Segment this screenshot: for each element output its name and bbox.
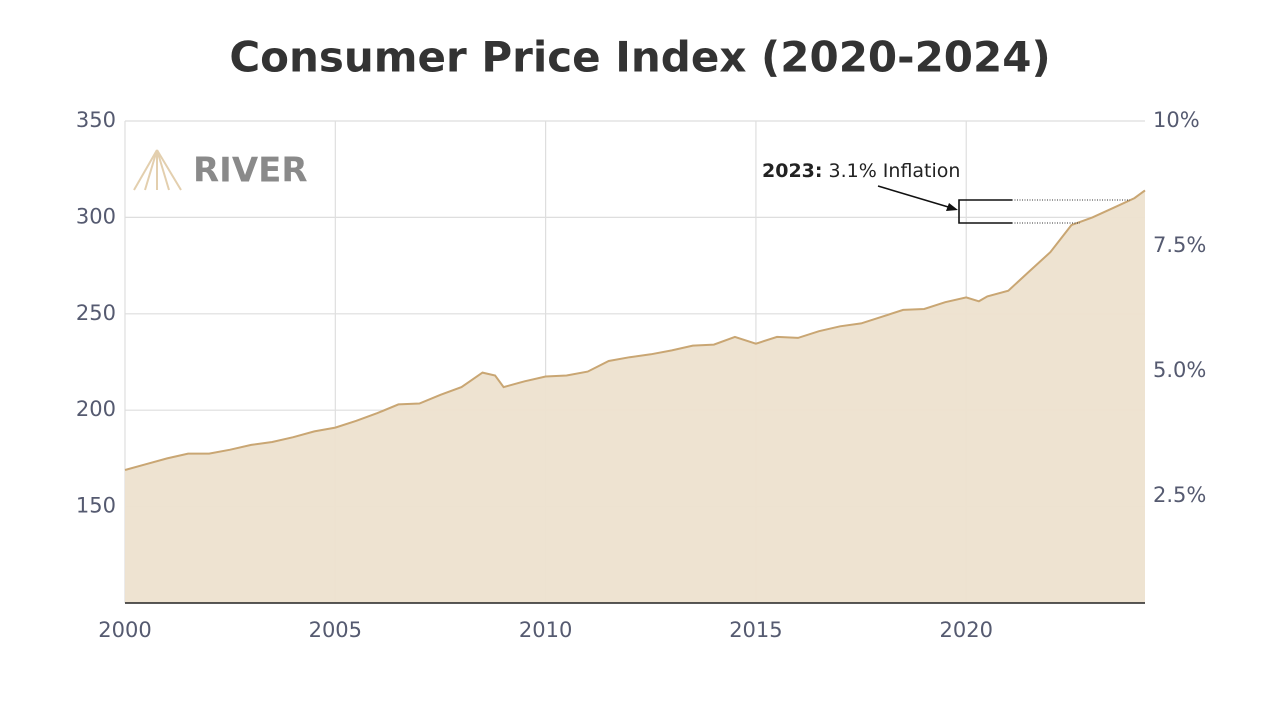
y2-tick-label: 5.0% [1153,358,1206,382]
y-tick-label: 250 [76,301,116,325]
watermark-text: RIVER [193,151,308,191]
annotation-label: 2023: 3.1% Inflation [762,160,960,182]
annotation-text: 3.1% Inflation [828,160,960,182]
y-tick-label: 350 [76,108,116,132]
y2-tick-label: 10% [1153,108,1200,132]
chart-title: Consumer Price Index (2020-2024) [229,33,1050,82]
y-tick-label: 300 [76,204,116,228]
annotation-bracket [958,199,1012,224]
x-tick-label: 2010 [519,618,572,642]
y2-tick-label: 2.5% [1153,483,1206,507]
plot-area: 150 200 250 300 350 2000 2005 2010 2015 2020 2.5% 5… [76,108,1206,642]
x-tick-label: 2020 [940,618,993,642]
line [124,189,1146,471]
annotation-arrow [877,185,956,210]
annotation-arrowhead [946,203,958,211]
watermark-logo: RIVER [133,149,308,191]
y-tick-label: 150 [76,494,116,518]
area [125,190,1145,603]
annotation-year: 2023: [762,160,822,182]
y-tick-label: 200 [76,397,116,421]
x-tick-label: 2000 [98,618,151,642]
annotation: 2023: 3.1% Inflation [762,160,1130,224]
y2-tick-label: 7.5% [1153,233,1206,257]
x-tick-label: 2015 [729,618,782,642]
x-tick-label: 2005 [309,618,362,642]
